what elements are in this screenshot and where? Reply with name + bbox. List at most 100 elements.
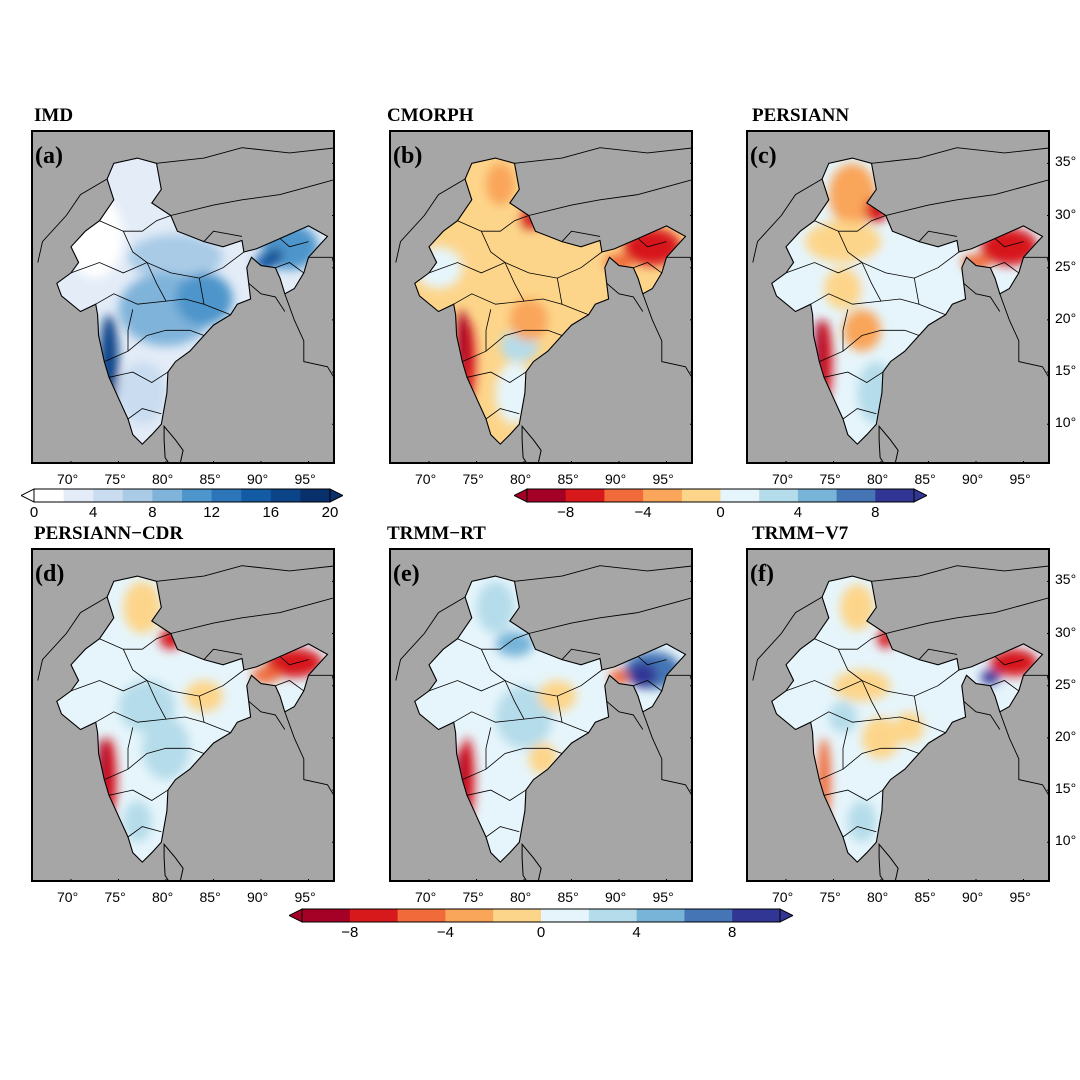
lon-tick-label: 70° bbox=[415, 889, 437, 905]
state-boundary bbox=[70, 251, 245, 279]
colorbar-segment bbox=[836, 489, 876, 502]
field-patch bbox=[828, 163, 877, 226]
colorbar-segment bbox=[604, 489, 644, 502]
state-boundary bbox=[819, 747, 920, 780]
panel-letter: (e) bbox=[393, 561, 420, 587]
state-boundary bbox=[485, 309, 492, 352]
colorbar-max-arrow bbox=[329, 488, 343, 503]
colorbar-label: 16 bbox=[262, 504, 280, 521]
india-outline bbox=[56, 575, 329, 863]
map-panel bbox=[746, 548, 1050, 882]
country-boundary bbox=[752, 596, 823, 681]
sri-lanka-outline bbox=[521, 424, 542, 462]
country-boundary bbox=[963, 282, 1001, 312]
field-patch bbox=[519, 210, 539, 232]
colorbar-segment bbox=[241, 489, 272, 502]
field-patch bbox=[604, 254, 634, 271]
state-boundary bbox=[279, 238, 309, 248]
colorbar-segment bbox=[759, 489, 799, 502]
field-patch bbox=[414, 246, 463, 289]
state-boundary bbox=[842, 727, 849, 770]
country-boundary bbox=[885, 597, 1048, 634]
india-outline bbox=[414, 575, 687, 863]
field-patch bbox=[852, 257, 948, 299]
field-patch bbox=[961, 254, 991, 271]
state-boundary bbox=[485, 727, 492, 770]
state-boundary bbox=[785, 251, 960, 279]
country-boundary bbox=[170, 179, 333, 216]
colorbar-segment bbox=[211, 489, 242, 502]
state-boundary bbox=[275, 262, 305, 274]
state-boundary bbox=[504, 680, 525, 720]
lat-tick-label: 20° bbox=[1055, 309, 1077, 326]
panel-title: TRMM−V7 bbox=[752, 523, 849, 544]
panel-letter: (a) bbox=[35, 143, 63, 169]
map-svg bbox=[395, 565, 691, 880]
colorbar bbox=[514, 488, 927, 503]
state-boundary bbox=[466, 789, 527, 801]
state-boundary bbox=[633, 262, 663, 274]
colorbar-segment bbox=[875, 489, 915, 502]
state-boundary bbox=[823, 789, 884, 801]
colorbar-segment bbox=[122, 489, 153, 502]
map-panel bbox=[746, 130, 1050, 464]
panel-title: CMORPH bbox=[387, 105, 474, 126]
lon-tick-label: 80° bbox=[152, 889, 174, 905]
field-patch bbox=[833, 670, 891, 702]
lon-tick-label: 70° bbox=[772, 889, 794, 905]
state-boundary bbox=[633, 680, 663, 692]
country-boundary bbox=[308, 256, 333, 263]
lon-tick-label: 70° bbox=[57, 889, 79, 905]
state-boundary bbox=[556, 696, 563, 723]
country-boundary bbox=[561, 230, 601, 242]
country-boundary bbox=[248, 700, 286, 730]
map-svg bbox=[37, 565, 333, 880]
sri-lanka-outline bbox=[163, 842, 184, 880]
state-boundary bbox=[785, 669, 960, 697]
state-boundary bbox=[127, 826, 162, 838]
lon-tick-label: 70° bbox=[415, 471, 437, 487]
colorbar-segment bbox=[527, 489, 567, 502]
country-boundary bbox=[156, 565, 333, 582]
lon-tick-label: 95° bbox=[1009, 471, 1031, 487]
colorbar-segment bbox=[493, 909, 542, 922]
state-boundary bbox=[122, 231, 148, 263]
state-boundary bbox=[279, 656, 309, 666]
colorbar-segment bbox=[34, 489, 65, 502]
lon-tick-label: 90° bbox=[962, 889, 984, 905]
colorbar-max-arrow bbox=[913, 488, 927, 503]
colorbar-label: 0 bbox=[536, 924, 546, 941]
sri-lanka-outline bbox=[163, 424, 184, 462]
field-patch bbox=[118, 361, 166, 425]
state-boundary bbox=[913, 696, 920, 723]
field-patch bbox=[121, 168, 164, 211]
colorbar-label: 8 bbox=[871, 504, 880, 521]
lon-tick-label: 85° bbox=[557, 889, 579, 905]
lon-tick-label: 80° bbox=[152, 471, 174, 487]
state-boundary bbox=[127, 408, 162, 420]
lon-tick-label: 95° bbox=[1009, 889, 1031, 905]
lon-tick-label: 90° bbox=[605, 471, 627, 487]
lon-tick-label: 85° bbox=[914, 471, 936, 487]
lat-tick-label: 35° bbox=[1055, 571, 1077, 588]
field-patch bbox=[840, 584, 875, 631]
colorbar-segment bbox=[63, 489, 94, 502]
state-boundary bbox=[814, 633, 886, 650]
lat-tick-label: 10° bbox=[1055, 414, 1077, 431]
field-patch bbox=[462, 215, 529, 279]
panel-letter: (b) bbox=[393, 143, 423, 169]
colorbar-max-arrow bbox=[779, 908, 793, 923]
country-boundary bbox=[1023, 256, 1048, 263]
field-patch bbox=[495, 685, 553, 749]
field-patch bbox=[824, 267, 862, 310]
colorbar bbox=[21, 488, 343, 503]
lon-tick-label: 90° bbox=[605, 889, 627, 905]
state-boundary bbox=[146, 680, 167, 720]
country-boundary bbox=[284, 711, 333, 795]
state-boundary bbox=[814, 215, 886, 232]
state-boundary bbox=[122, 649, 148, 681]
country-boundary bbox=[642, 293, 691, 377]
state-boundary bbox=[462, 747, 563, 780]
colorbar-label: 4 bbox=[89, 504, 98, 521]
state-boundary bbox=[637, 238, 667, 248]
